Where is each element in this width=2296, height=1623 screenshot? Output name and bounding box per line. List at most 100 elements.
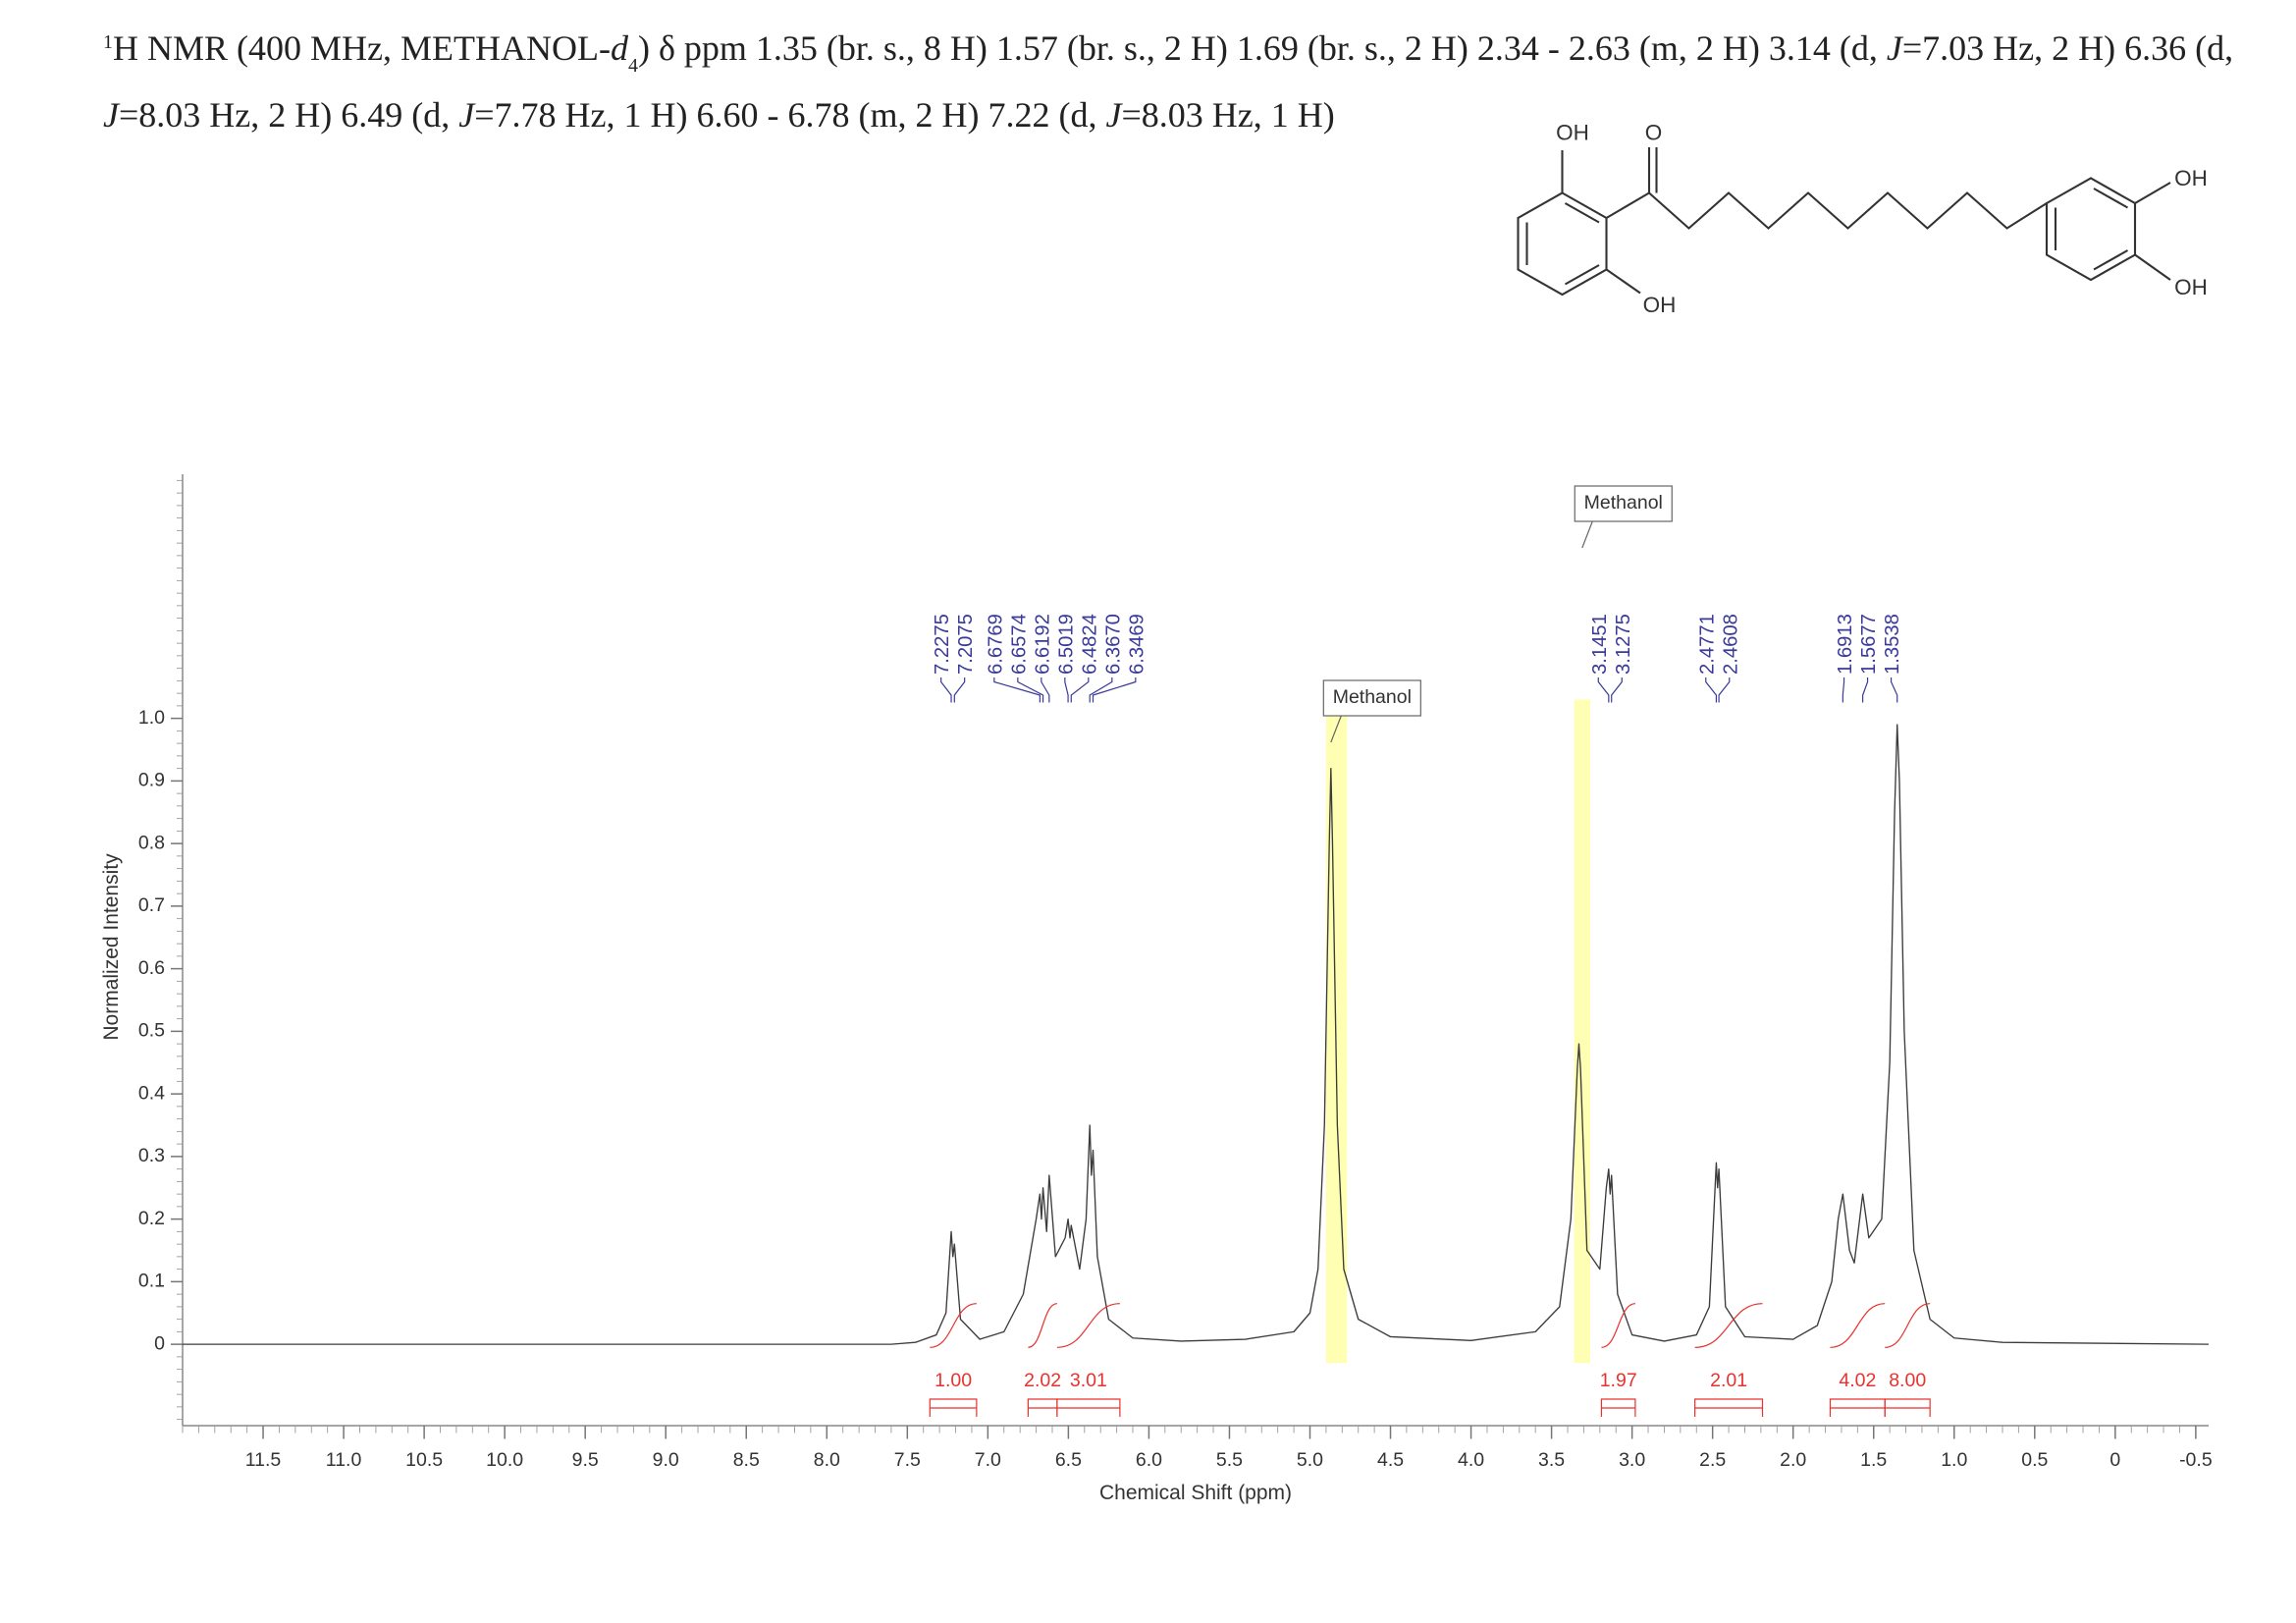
x-tick-label: 1.5	[1860, 1449, 1887, 1471]
peak-label: 6.3469	[1126, 614, 1148, 675]
caption-text: =7.03 Hz, 2 H) 6.36 (d,	[1901, 28, 2234, 68]
highlight	[1574, 699, 1590, 1364]
x-tick-label: 4.0	[1458, 1449, 1484, 1471]
peak-label: 6.6192	[1032, 614, 1053, 675]
integral-bracket	[1600, 1398, 1636, 1417]
x-tick-label: 6.5	[1055, 1449, 1082, 1471]
caption-text: d	[610, 28, 628, 68]
x-tick-label: 4.5	[1377, 1449, 1404, 1471]
caption-text: J	[1105, 95, 1122, 135]
y-tick-label: 0.7	[138, 894, 165, 916]
caption-text: =8.03 Hz, 2 H) 6.49 (d,	[118, 95, 459, 135]
integral-bracket	[929, 1398, 978, 1417]
x-tick-label: 8.0	[814, 1449, 840, 1471]
caption-text: ) δ ppm 1.35 (br. s., 8 H) 1.57 (br. s.,…	[637, 28, 1887, 68]
y-tick-label: 0.6	[138, 957, 165, 979]
x-tick-label: 0.5	[2021, 1449, 2048, 1471]
integral-bracket	[1884, 1398, 1931, 1417]
x-axis-title: Chemical Shift (ppm)	[1099, 1482, 1292, 1504]
x-tick-label: 7.5	[894, 1449, 921, 1471]
integral-curve	[1028, 1303, 1058, 1348]
caption: 1H NMR (400 MHz, METHANOL-d4) δ ppm 1.35…	[103, 18, 2243, 139]
peak-connector	[1092, 677, 1137, 703]
x-tick-label: 6.0	[1136, 1449, 1162, 1471]
x-tick-label: 10.0	[486, 1449, 523, 1471]
peak-connector	[1597, 677, 1610, 703]
ring	[1517, 191, 1608, 297]
peak-connector	[1705, 677, 1718, 703]
integral-label: 1.97	[1600, 1370, 1637, 1391]
caption-text: =8.03 Hz, 1 H)	[1121, 95, 1335, 135]
peak-label: 6.6769	[985, 614, 1006, 675]
integral-curve	[1830, 1303, 1886, 1348]
integral-label: 2.01	[1710, 1370, 1747, 1391]
peak-label: 2.4608	[1720, 614, 1741, 675]
atom-label: OH	[2174, 166, 2208, 190]
bond	[1605, 268, 1641, 295]
x-tick-label: 9.5	[572, 1449, 599, 1471]
annotation-box	[1322, 679, 1421, 717]
x-tick-label: 3.0	[1619, 1449, 1645, 1471]
y-tick-label: 0.1	[138, 1271, 165, 1292]
integral-curve	[1694, 1303, 1763, 1348]
peak-connector	[993, 677, 1041, 703]
y-tick-label: 0.2	[138, 1208, 165, 1229]
integral-curve	[1601, 1303, 1636, 1348]
bond	[1605, 191, 1650, 219]
atom-label: OH	[2174, 275, 2208, 299]
peak-connector	[1017, 677, 1044, 703]
atom-label: OH	[1556, 120, 1589, 144]
integral-bracket	[1056, 1398, 1121, 1417]
peak-label: 3.1275	[1613, 614, 1634, 675]
peak-connector	[1890, 677, 1898, 703]
peak-label: 7.2075	[955, 614, 977, 675]
peak-label: 3.1451	[1589, 614, 1611, 675]
caption-text: J	[458, 95, 475, 135]
y-tick-label: 1.0	[138, 707, 165, 729]
x-tick-label: -0.5	[2179, 1449, 2213, 1471]
integral-label: 1.00	[934, 1370, 972, 1391]
structure: OH O OH OH OH	[1517, 120, 2208, 317]
peak-connector	[1041, 677, 1050, 703]
caption-text: 1	[103, 31, 113, 53]
x-tick-label: 2.5	[1699, 1449, 1726, 1471]
bond	[1564, 202, 1600, 224]
integral-bracket	[1027, 1398, 1058, 1417]
bond	[1564, 264, 1600, 286]
peak-label: 2.4771	[1696, 614, 1718, 675]
y-tick-label: 0.8	[138, 832, 165, 853]
x-tick-label: 5.5	[1216, 1449, 1243, 1471]
bond	[2093, 188, 2129, 209]
peak-connector	[1070, 677, 1090, 703]
y-tick-label: 0.5	[138, 1020, 165, 1042]
peak-connector	[953, 677, 966, 703]
peak-label: 6.4824	[1079, 614, 1100, 675]
caption-text: J	[103, 95, 119, 135]
annotation-label: Methanol	[1333, 686, 1412, 708]
x-tick-label: 11.5	[245, 1449, 282, 1471]
peak-connector	[1611, 677, 1623, 703]
peak-label: 7.2275	[932, 614, 953, 675]
ring	[2045, 177, 2137, 282]
integral-bracket	[1694, 1398, 1764, 1417]
x-tick-label: 7.0	[975, 1449, 1001, 1471]
y-tick-label: 0	[154, 1332, 165, 1354]
annotation-label: Methanol	[1584, 492, 1663, 514]
atom-label: O	[1645, 120, 1663, 144]
caption-text: J	[1886, 28, 1902, 68]
caption-text: =7.78 Hz, 1 H) 6.60 - 6.78 (m, 2 H) 7.22…	[474, 95, 1106, 135]
chain	[1648, 191, 2048, 230]
bond	[2134, 253, 2171, 281]
spectrum	[183, 724, 2210, 1345]
peak-label: 6.6574	[1008, 614, 1030, 675]
y-tick-label: 0.9	[138, 770, 165, 791]
peak-label: 1.5677	[1858, 614, 1880, 675]
x-tick-label: 3.5	[1538, 1449, 1565, 1471]
x-tick-label: 0	[2109, 1449, 2120, 1471]
peak-connector	[1089, 677, 1113, 703]
peak-connector	[1842, 677, 1845, 703]
integral-label: 4.02	[1839, 1370, 1876, 1391]
peak-connector	[940, 677, 952, 703]
x-tick-label: 8.5	[733, 1449, 760, 1471]
